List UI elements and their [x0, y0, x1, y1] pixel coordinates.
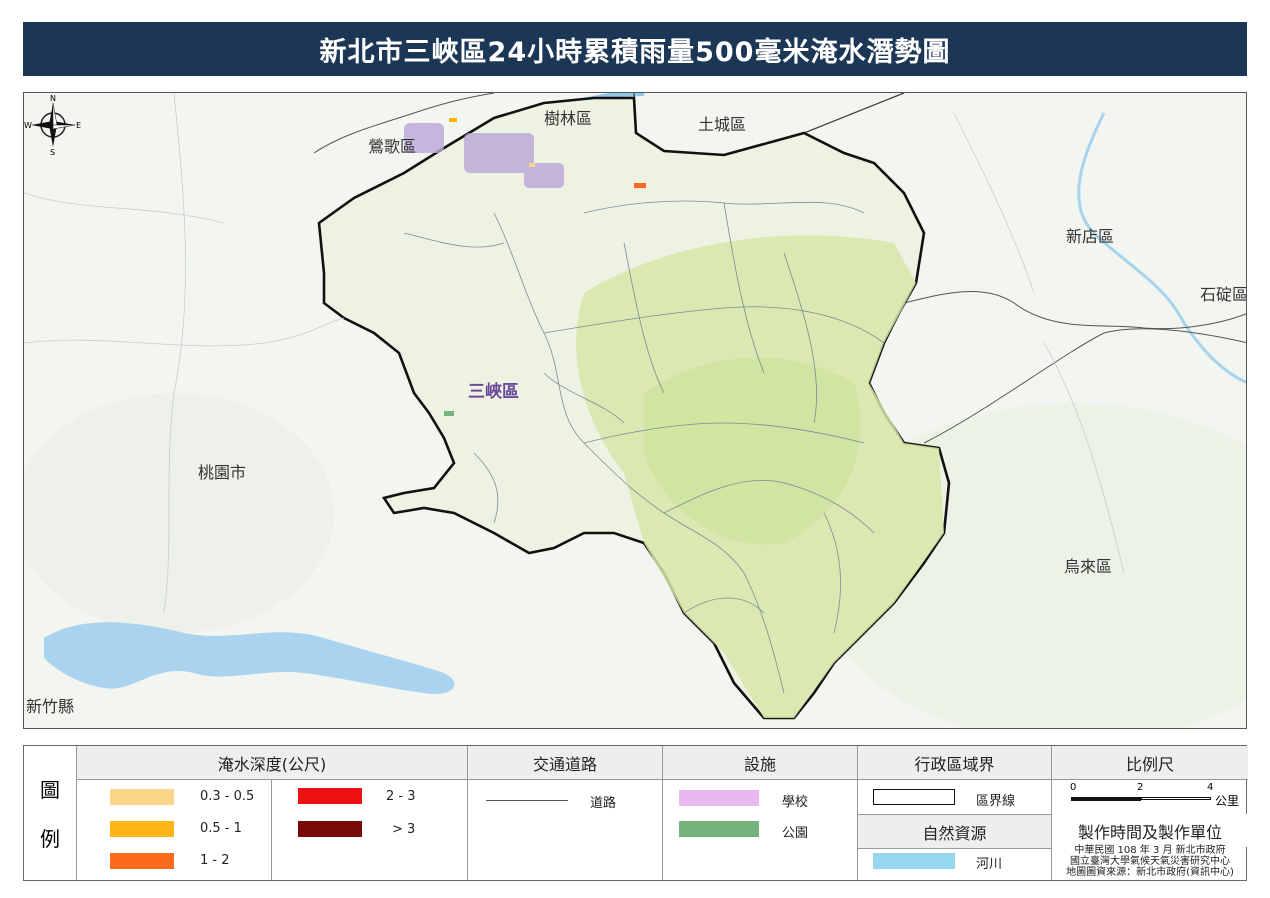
compass-w: W: [24, 121, 32, 130]
label-depth-4: 2 - 3: [386, 789, 416, 804]
label-xindian: 新店區: [1066, 227, 1115, 246]
scale-tick-2: 2: [1137, 782, 1144, 793]
compass-rose-icon: N S E W: [24, 94, 81, 155]
scale-bar-white: [1141, 797, 1211, 800]
swatch-depth-4: [298, 788, 362, 804]
legend-traffic-title: 交通道路: [468, 746, 662, 780]
boundary-xindian: [903, 291, 1246, 330]
compass-n: N: [50, 94, 56, 103]
label-shiding: 石碇區: [1200, 285, 1247, 304]
map-title: 新北市三峽區24小時累積雨量500毫米淹水潛勢圖: [23, 22, 1247, 76]
swatch-depth-2: [110, 821, 174, 837]
swatch-school: [679, 790, 759, 806]
scale-tick-4: 4: [1207, 782, 1214, 793]
basemap: [24, 93, 1246, 728]
road-network: [403, 200, 885, 694]
legend-natural-title: 自然資源: [858, 814, 1051, 849]
label-sanxia: 三峽區: [468, 382, 519, 402]
swatch-park: [679, 821, 759, 837]
river-xindian: [1077, 112, 1246, 384]
label-river: 河川: [976, 857, 1003, 872]
swatch-depth-5: [298, 821, 362, 837]
label-depth-2: 0.5 - 1: [200, 821, 242, 836]
legend-facility-title: 設施: [663, 746, 857, 780]
legend-scale-title: 比例尺: [1052, 746, 1248, 780]
credit-line-3: 地圖圖資來源：新北市政府(資訊中心): [1066, 867, 1234, 878]
label-depth-3: 1 - 2: [200, 853, 230, 868]
compass-e: E: [76, 121, 81, 130]
swatch-depth-1: [110, 789, 174, 805]
outer-roads: [24, 93, 1125, 614]
label-taoyuan: 桃園市: [198, 463, 247, 482]
map-area[interactable]: 樹林區 土城區 鶯歌區 新店區 石碇區 三峽區 桃園市 烏來區 新竹縣 N S …: [23, 92, 1247, 729]
swatch-river: [873, 853, 955, 869]
swatch-depth-3: [110, 853, 174, 869]
urban-area: [404, 123, 564, 188]
legend-admin-title: 行政區域界: [858, 746, 1051, 780]
label-yingge: 鶯歌區: [368, 137, 417, 156]
scale-bar-black: [1071, 797, 1141, 801]
label-park: 公園: [782, 826, 809, 841]
park-areas: [444, 411, 454, 416]
label-shulin: 樹林區: [544, 109, 593, 128]
label-hsinchu: 新竹縣: [26, 697, 75, 716]
legend-tuli-1: 圖: [40, 778, 60, 802]
scale-unit: 公里: [1215, 794, 1240, 808]
credit-line-1: 中華民國 108 年 3 月 新北市政府: [1074, 845, 1226, 856]
boundary-sample: [873, 789, 955, 805]
label-depth-5: > 3: [392, 822, 416, 837]
legend-flood-depth-title: 淹水深度(公尺): [77, 746, 467, 780]
legend-panel: 圖 例 淹水深度(公尺) 0.3 - 0.5 0.5 - 1 1 - 2 2 -…: [23, 745, 1248, 881]
flood-potential-areas: [449, 118, 646, 188]
label-tucheng: 土城區: [698, 115, 747, 134]
label-depth-1: 0.3 - 0.5: [200, 789, 255, 804]
reservoir: [44, 622, 455, 694]
legend-tuli: 圖 例: [24, 746, 76, 880]
label-wulai: 烏來區: [1064, 557, 1113, 576]
label-boundary: 區界線: [976, 794, 1016, 809]
scale-tick-0: 0: [1070, 782, 1077, 793]
credit-line-2: 國立臺灣大學氣候天氣災害研究中心: [1070, 856, 1230, 867]
label-school: 學校: [782, 795, 809, 810]
boundary-yingge: [313, 93, 495, 154]
legend-production-title: 製作時間及製作單位: [1052, 814, 1248, 847]
legend-tuli-2: 例: [40, 827, 60, 851]
boundary-wulai: [923, 328, 1246, 444]
label-road: 道路: [590, 796, 617, 811]
compass-s: S: [50, 148, 55, 155]
mountain-terrain-core: [644, 357, 861, 545]
road-line-sample: [486, 800, 568, 801]
